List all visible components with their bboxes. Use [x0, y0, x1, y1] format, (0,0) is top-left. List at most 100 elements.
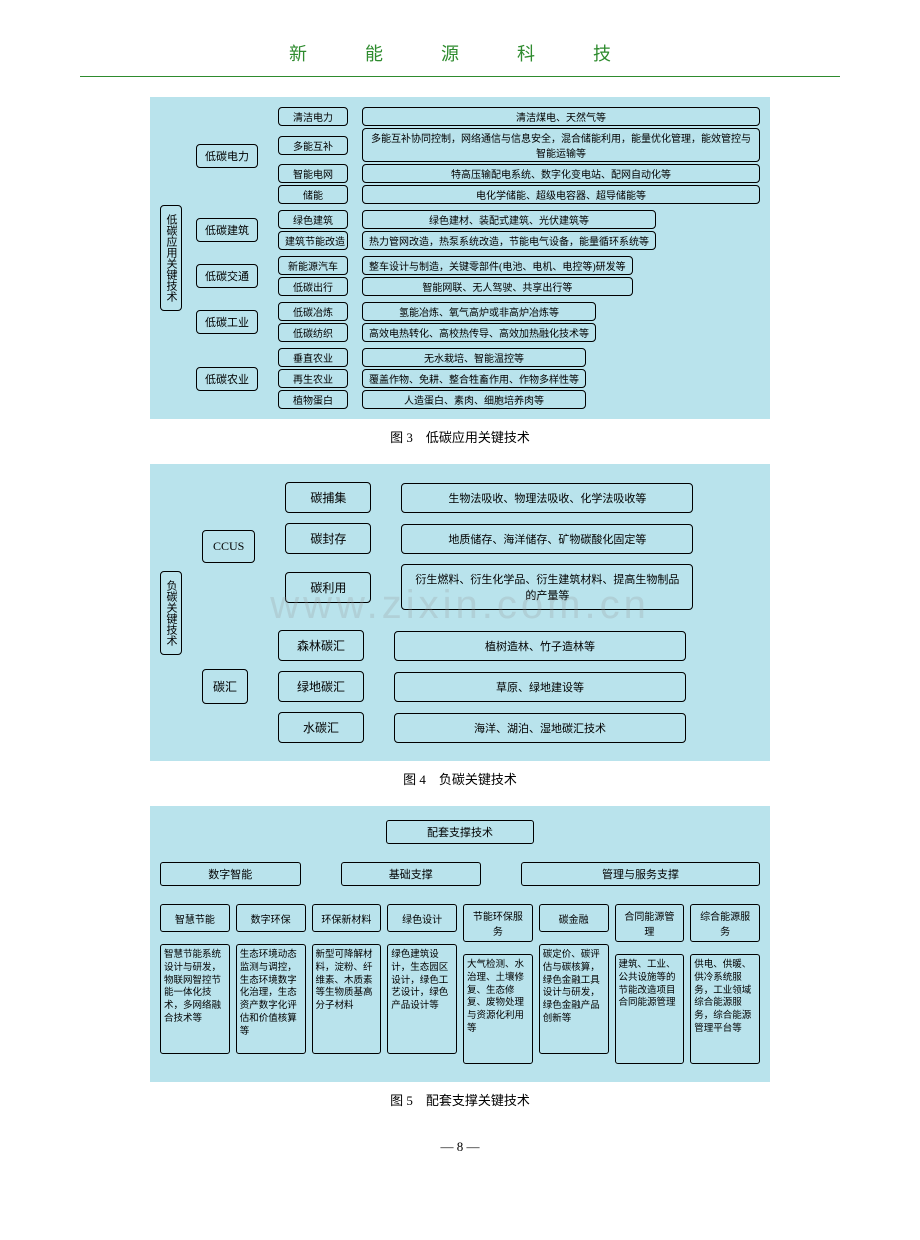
fig5-leaf-body: 绿色建筑设计，生态园区设计，绿色工艺设计，绿色产品设计等 [387, 944, 457, 1054]
fig3-leaf: 建筑节能改造 [278, 231, 348, 250]
fig3-group: 低碳工业 低碳冶炼氢能冶炼、氧气高炉或非高炉冶炼等低碳纺织高效电热转化、高校热传导… [196, 302, 760, 342]
page-number: — 8 — [80, 1139, 840, 1155]
fig3-row: 清洁电力清洁煤电、天然气等 [278, 107, 760, 126]
fig4-group: CCUS碳捕集生物法吸收、物理法吸收、化学法吸收等碳封存地质储存、海洋储存、矿物… [202, 482, 760, 610]
fig4-root: 负碳关键技术 [160, 571, 182, 655]
fig3-leaf: 垂直农业 [278, 348, 348, 367]
fig5-leaf-col: 节能环保服务大气检测、水治理、土壤修复、生态修复、废物处理与资源化利用等 [463, 904, 533, 1064]
fig5-leaf-head: 节能环保服务 [463, 904, 533, 942]
fig5-panel: 配套支撑技术 数字智能基础支撑管理与服务支撑 智慧节能智慧节能系统设计与研发，物… [150, 806, 770, 1082]
fig5-leaf-body: 碳定价、碳评估与碳核算，绿色金融工具设计与研发，绿色金融产品创新等 [539, 944, 609, 1054]
fig5-leaf-body: 生态环境动态监测与调控，生态环境数字化治理，生态资产数字化评估和价值核算等 [236, 944, 306, 1054]
fig3-desc: 特高压输配电系统、数字化变电站、配网自动化等 [362, 164, 760, 183]
fig4-caption: 图 4 负碳关键技术 [80, 769, 840, 788]
fig3-group: 低碳农业垂直农业无水栽培、智能温控等再生农业覆盖作物、免耕、整合牲畜作用、作物多… [196, 348, 760, 409]
fig3-mid: 低碳电力 [196, 144, 258, 168]
fig3-row: 垂直农业无水栽培、智能温控等 [278, 348, 586, 367]
fig3-row: 再生农业覆盖作物、免耕、整合牲畜作用、作物多样性等 [278, 369, 586, 388]
fig3-mid: 低碳交通 [196, 264, 258, 288]
fig3-row: 低碳冶炼氢能冶炼、氧气高炉或非高炉冶炼等 [278, 302, 596, 321]
fig3-leaf: 植物蛋白 [278, 390, 348, 409]
fig5-leaf-col: 碳金融碳定价、碳评估与碳核算，绿色金融工具设计与研发，绿色金融产品创新等 [539, 904, 609, 1064]
fig4-row: 绿地碳汇草原、绿地建设等 [278, 671, 686, 702]
fig3-leaf: 再生农业 [278, 369, 348, 388]
fig3-desc: 氢能冶炼、氧气高炉或非高炉冶炼等 [362, 302, 596, 321]
fig3-leaf: 低碳纺织 [278, 323, 348, 342]
fig5-leaf-head: 合同能源管理 [615, 904, 685, 942]
fig3-row: 新能源汽车整车设计与制造，关键零部件(电池、电机、电控等)研发等 [278, 256, 633, 275]
fig3-desc: 电化学储能、超级电容器、超导储能等 [362, 185, 760, 204]
fig3-group: 低碳交通新能源汽车整车设计与制造，关键零部件(电池、电机、电控等)研发等低碳出行… [196, 256, 760, 296]
fig4-leaf: 绿地碳汇 [278, 671, 364, 702]
fig3-desc: 热力管网改造，热泵系统改造，节能电气设备，能量循环系统等 [362, 231, 656, 250]
fig3-desc: 绿色建材、装配式建筑、光伏建筑等 [362, 210, 656, 229]
fig4-desc: 地质储存、海洋储存、矿物碳酸化固定等 [401, 524, 693, 554]
fig3-mid: 低碳工业 [196, 310, 258, 334]
fig4-desc: 衍生燃料、衍生化学品、衍生建筑材料、提高生物制品的产量等 [401, 564, 693, 610]
fig4-desc: 草原、绿地建设等 [394, 672, 686, 702]
fig3-desc: 智能网联、无人驾驶、共享出行等 [362, 277, 633, 296]
fig3-leaf: 多能互补 [278, 136, 348, 155]
fig3-root: 低碳应用关键技术 [160, 205, 182, 311]
fig4-row: 碳利用衍生燃料、衍生化学品、衍生建筑材料、提高生物制品的产量等 [285, 564, 693, 610]
fig3-desc: 整车设计与制造，关键零部件(电池、电机、电控等)研发等 [362, 256, 633, 275]
fig3-desc: 清洁煤电、天然气等 [362, 107, 760, 126]
fig5-leaf-head: 智慧节能 [160, 904, 230, 932]
fig3-desc: 高效电热转化、高校热传导、高效加热融化技术等 [362, 323, 596, 342]
fig4-desc: 海洋、湖泊、湿地碳汇技术 [394, 713, 686, 743]
fig5-leaf-head: 环保新材料 [312, 904, 382, 932]
fig4-leaf: 碳封存 [285, 523, 371, 554]
fig3-leaf: 新能源汽车 [278, 256, 348, 275]
fig5-leaf-col: 合同能源管理建筑、工业、公共设施等的节能改造项目合同能源管理 [615, 904, 685, 1064]
fig4-desc: 植树造林、竹子造林等 [394, 631, 686, 661]
fig4-group: 碳汇森林碳汇植树造林、竹子造林等绿地碳汇草原、绿地建设等水碳汇海洋、湖泊、湿地碳… [202, 630, 760, 743]
fig5-mid: 数字智能 [160, 862, 301, 886]
fig5-leaf-body: 智慧节能系统设计与研发，物联网智控节能一体化技术，多网络融合技术等 [160, 944, 230, 1054]
fig4-row: 碳捕集生物法吸收、物理法吸收、化学法吸收等 [285, 482, 693, 513]
fig4-row: 碳封存地质储存、海洋储存、矿物碳酸化固定等 [285, 523, 693, 554]
fig4-desc: 生物法吸收、物理法吸收、化学法吸收等 [401, 483, 693, 513]
fig5-leaf-body: 大气检测、水治理、土壤修复、生态修复、废物处理与资源化利用等 [463, 954, 533, 1064]
fig4-panel: www.zixin.com.cn 负碳关键技术 CCUS碳捕集生物法吸收、物理法… [150, 464, 770, 761]
fig3-row: 低碳出行智能网联、无人驾驶、共享出行等 [278, 277, 633, 296]
fig3-panel: 低碳应用关键技术 低碳电力清洁电力清洁煤电、天然气等多能互补多能互补协同控制，网… [150, 97, 770, 419]
fig5-mid: 基础支撑 [341, 862, 482, 886]
fig3-desc: 无水栽培、智能温控等 [362, 348, 586, 367]
fig5-leaf-head: 综合能源服务 [690, 904, 760, 942]
fig4-leaf: 森林碳汇 [278, 630, 364, 661]
page-header: 新 能 源 科 技 [80, 40, 840, 77]
fig3-row: 植物蛋白人造蛋白、素肉、细胞培养肉等 [278, 390, 586, 409]
fig3-mid: 低碳建筑 [196, 218, 258, 242]
fig5-caption: 图 5 配套支撑关键技术 [80, 1090, 840, 1109]
fig3-desc: 覆盖作物、免耕、整合牲畜作用、作物多样性等 [362, 369, 586, 388]
fig4-leaf: 碳捕集 [285, 482, 371, 513]
fig3-caption: 图 3 低碳应用关键技术 [80, 427, 840, 446]
fig3-row: 绿色建筑绿色建材、装配式建筑、光伏建筑等 [278, 210, 656, 229]
fig3-leaf: 绿色建筑 [278, 210, 348, 229]
fig3-leaf: 低碳出行 [278, 277, 348, 296]
fig4-leaf: 碳利用 [285, 572, 371, 603]
fig3-leaf: 储能 [278, 185, 348, 204]
fig5-leaf-body: 供电、供暖、供冷系统服务，工业领域综合能源服务，综合能源管理平台等 [690, 954, 760, 1064]
fig3-group: 低碳建筑绿色建筑绿色建材、装配式建筑、光伏建筑等建筑节能改造热力管网改造，热泵系… [196, 210, 760, 250]
fig5-leaf-head: 数字环保 [236, 904, 306, 932]
fig5-leaf-col: 绿色设计绿色建筑设计，生态园区设计，绿色工艺设计，绿色产品设计等 [387, 904, 457, 1064]
fig5-leaf-col: 数字环保生态环境动态监测与调控，生态环境数字化治理，生态资产数字化评估和价值核算… [236, 904, 306, 1064]
fig3-row: 储能电化学储能、超级电容器、超导储能等 [278, 185, 760, 204]
fig3-group: 低碳电力清洁电力清洁煤电、天然气等多能互补多能互补协同控制，网络通信与信息安全，… [196, 107, 760, 204]
fig5-mid: 管理与服务支撑 [521, 862, 760, 886]
fig4-leaf: 水碳汇 [278, 712, 364, 743]
fig3-leaf: 智能电网 [278, 164, 348, 183]
fig3-mid: 低碳农业 [196, 367, 258, 391]
fig4-row: 水碳汇海洋、湖泊、湿地碳汇技术 [278, 712, 686, 743]
fig3-row: 多能互补多能互补协同控制，网络通信与信息安全，混合储能利用，能量优化管理，能效管… [278, 128, 760, 162]
fig3-row: 智能电网特高压输配电系统、数字化变电站、配网自动化等 [278, 164, 760, 183]
fig3-leaf: 清洁电力 [278, 107, 348, 126]
fig5-leaf-col: 智慧节能智慧节能系统设计与研发，物联网智控节能一体化技术，多网络融合技术等 [160, 904, 230, 1064]
fig5-leaf-body: 建筑、工业、公共设施等的节能改造项目合同能源管理 [615, 954, 685, 1064]
fig3-row: 建筑节能改造热力管网改造，热泵系统改造，节能电气设备，能量循环系统等 [278, 231, 656, 250]
fig3-desc: 人造蛋白、素肉、细胞培养肉等 [362, 390, 586, 409]
fig3-leaf: 低碳冶炼 [278, 302, 348, 321]
fig3-desc: 多能互补协同控制，网络通信与信息安全，混合储能利用，能量优化管理，能效管控与智能… [362, 128, 760, 162]
fig5-leaf-head: 绿色设计 [387, 904, 457, 932]
